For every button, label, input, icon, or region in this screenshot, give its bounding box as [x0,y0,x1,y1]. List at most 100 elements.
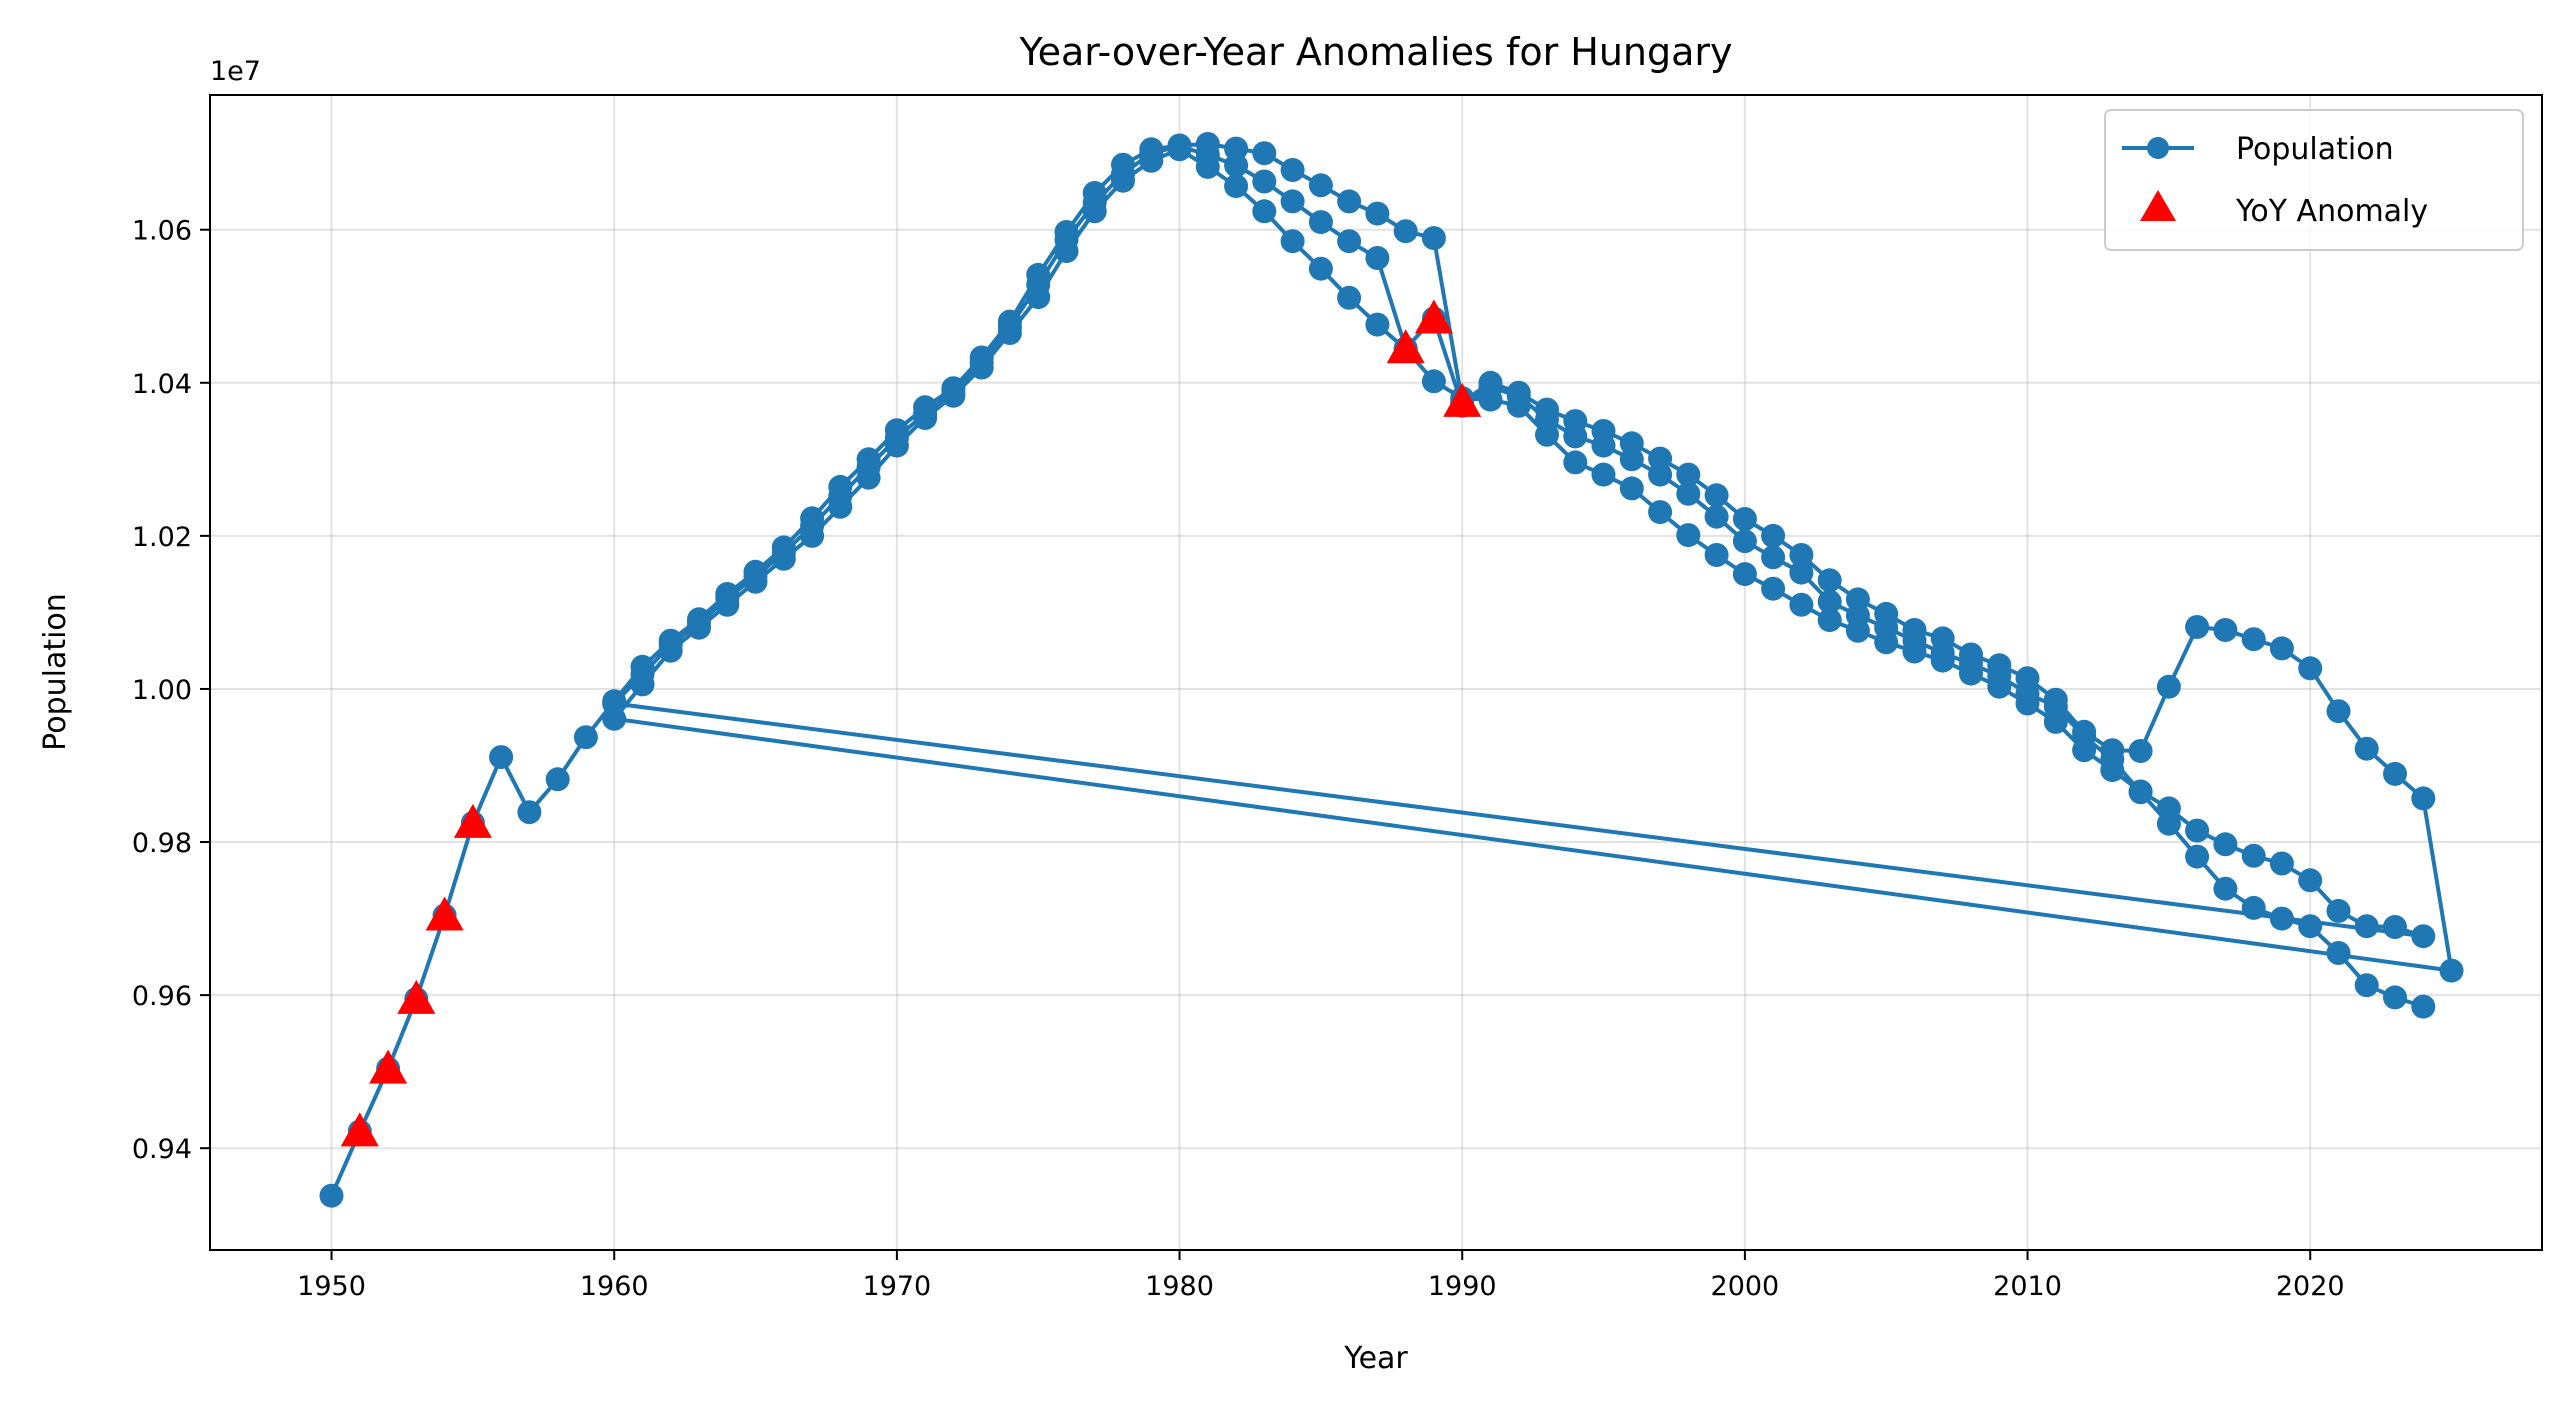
population-point [1789,543,1814,567]
x-tick-label: 2020 [2276,1271,2345,1302]
population-point [658,632,683,657]
population-point [1761,545,1786,570]
population-point [1224,174,1249,199]
population-point [1337,189,1362,214]
chart-title: Year-over-Year Anomalies for Hungary [1018,30,1732,74]
population-point [715,586,740,611]
population-point [1224,136,1249,161]
x-tick-label: 2010 [1993,1271,2062,1302]
population-point [2383,915,2407,939]
population-point [1817,568,1842,593]
anomaly-marker [425,896,464,931]
population-point [1619,476,1644,501]
population-point [1704,543,1729,567]
x-axis-label: Year [1343,1341,1408,1376]
population-point [2326,898,2351,923]
legend-marker-swatch [2147,137,2169,159]
population-point [913,401,938,426]
population-point [1648,462,1673,487]
population-point [969,350,994,375]
population-point [2185,615,2210,639]
x-tick-label: 1960 [580,1271,649,1302]
population-point [1167,134,1192,159]
x-tick-label: 2000 [1711,1271,1780,1302]
population-point [856,455,881,479]
anomaly-marker [1386,329,1425,364]
population-point [1789,560,1814,585]
population-point [1195,142,1220,167]
population-point [2128,780,2153,805]
population-point [1252,169,1277,194]
population-point [2326,941,2351,965]
population-point [2298,914,2323,939]
population-point [1054,227,1079,252]
population-point [1761,523,1786,548]
plot-area [319,132,2464,1208]
population-point [828,484,853,509]
population-point [941,380,966,404]
population-point [1704,504,1729,529]
population-point [2439,958,2464,983]
population-point [573,725,598,750]
population-point [2128,739,2153,763]
population-point [1280,229,1305,254]
population-point [1393,219,1418,244]
population-point [2072,724,2097,749]
population-point [1139,141,1164,166]
population-point [771,540,796,565]
y-tick-label: 0.96 [132,981,192,1012]
population-point [1987,663,2012,688]
population-point [1732,507,1757,531]
legend-label-anomaly: YoY Anomaly [2235,194,2428,229]
legend-label-population: Population [2236,132,2394,167]
y-tick-label: 1.04 [132,369,192,400]
y-axis-label: Population [38,593,73,751]
x-tick-label: 1970 [863,1271,932,1302]
population-point [1732,529,1757,554]
population-point [2354,973,2379,998]
population-point [2213,832,2238,857]
population-point [2411,786,2436,811]
anomaly-marker [1414,299,1453,334]
y-tick-label: 1.00 [132,675,192,706]
population-point [1902,628,1927,653]
population-point [2269,851,2294,876]
population-point [2213,618,2238,642]
population-point [1619,447,1644,472]
anomaly-marker [1443,382,1482,417]
y-tick-label: 0.98 [132,828,192,859]
population-point [2411,924,2436,949]
population-point [743,564,768,589]
population-point [2411,994,2436,1019]
population-point [2383,985,2407,1010]
population-point [1280,189,1305,214]
anomaly-marker [453,803,492,838]
population-point [687,611,711,636]
population-point [1874,615,1899,640]
population-point [2043,694,2068,719]
population-point [1676,462,1701,487]
population-point [1930,641,1955,665]
population-point [2298,656,2323,681]
population-point [2383,761,2407,786]
population-point [1365,246,1390,270]
population-point [1761,576,1786,601]
population-point [2241,843,2266,868]
population-point [1676,523,1701,548]
population-point [319,1183,344,1208]
grid [210,95,2542,1250]
population-point [1676,481,1701,506]
population-point [517,800,542,825]
population-point [2354,914,2379,939]
y-offset-label: 1e7 [210,56,261,87]
population-point [1959,651,1983,676]
anomaly-marker [369,1049,408,1084]
population-point [2015,681,2040,706]
population-point [997,314,1022,339]
x-tick-label: 1950 [297,1271,366,1302]
anomaly-series [340,299,1482,1147]
population-point [1337,285,1362,310]
population-point [1535,407,1559,432]
population-point [2156,674,2181,699]
